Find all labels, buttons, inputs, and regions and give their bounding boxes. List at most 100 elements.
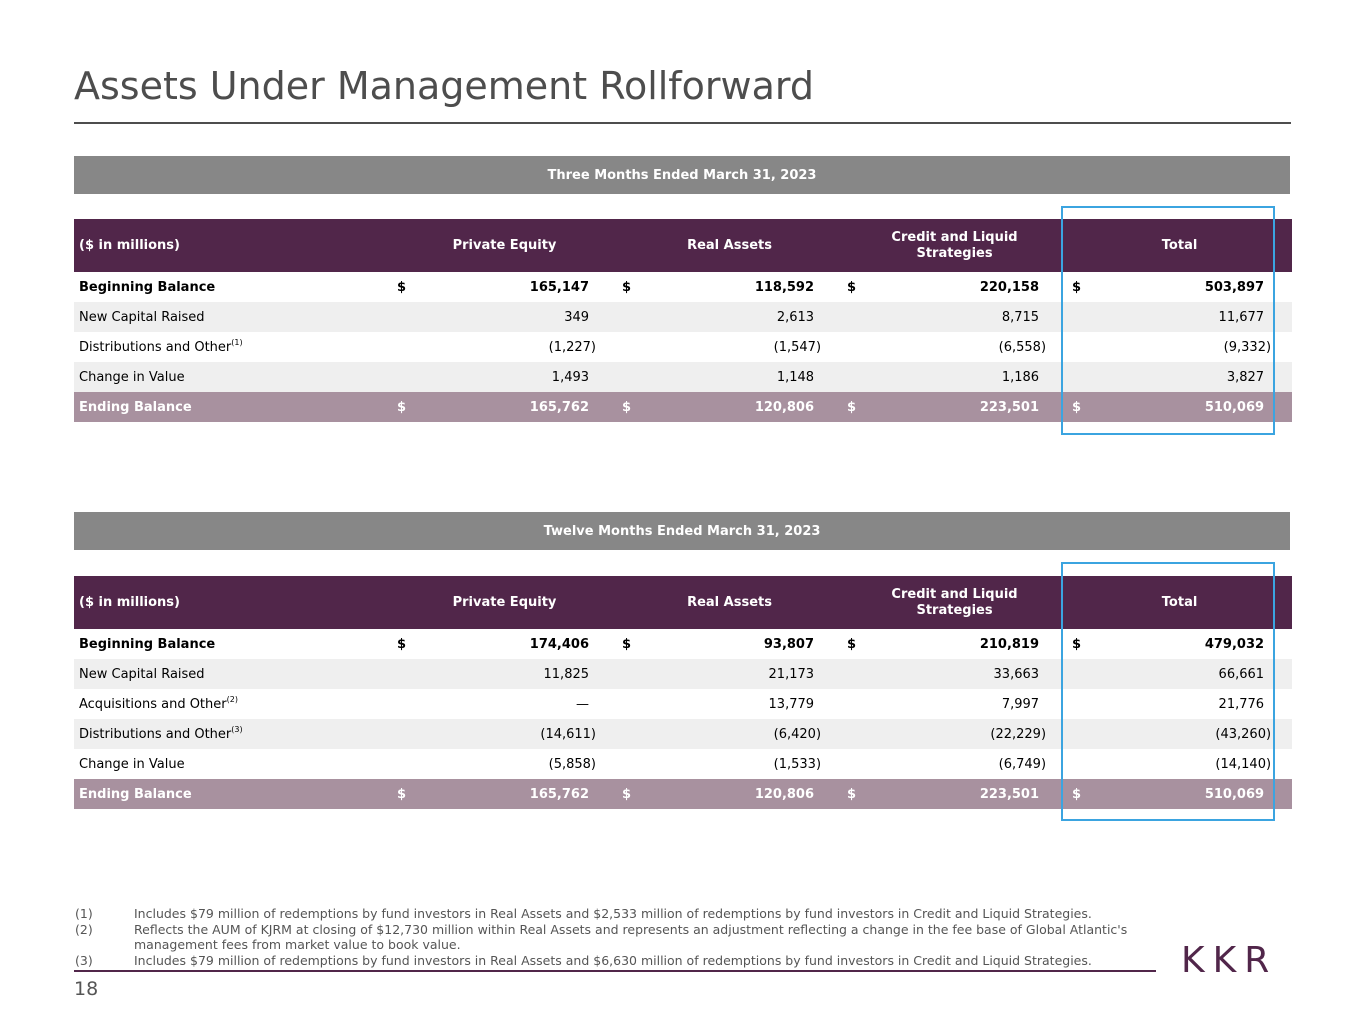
currency-symbol: [392, 659, 417, 689]
currency-symbol: [1067, 332, 1093, 362]
currency-symbol: $: [1067, 629, 1093, 659]
table-row: Change in Value 1,493 1,148 1,186 3,827: [74, 362, 1293, 392]
cell-cls: (6,749): [867, 749, 1068, 779]
row-label: Distributions and Other(1): [74, 332, 392, 362]
currency-symbol: $: [392, 779, 417, 809]
currency-symbol: $: [1067, 272, 1093, 302]
rollforward-table-three-months: ($ in millions) Private Equity Real Asse…: [74, 219, 1293, 422]
column-header-real-assets: Real Assets: [617, 576, 843, 629]
currency-symbol: $: [842, 779, 868, 809]
row-label-text: Beginning Balance: [79, 636, 216, 652]
currency-symbol: [392, 302, 417, 332]
page-number: 18: [74, 978, 99, 1000]
cell-cls: (6,558): [867, 332, 1068, 362]
currency-symbol: [617, 302, 643, 332]
row-label: Beginning Balance: [74, 272, 392, 302]
currency-symbol: $: [617, 629, 643, 659]
cell-cls: 223,501: [867, 392, 1068, 422]
footnote-1: (1) Includes $79 million of redemptions …: [75, 906, 1175, 922]
footnote-text: Reflects the AUM of KJRM at closing of $…: [134, 921, 1128, 953]
column-header-credit: Credit and Liquid Strategies: [842, 576, 1068, 629]
row-label-text: Beginning Balance: [79, 279, 216, 295]
cell-cls: 210,819: [867, 629, 1068, 659]
column-header-units: ($ in millions): [74, 576, 392, 629]
currency-symbol: $: [392, 392, 417, 422]
kkr-logo: KKR: [1181, 940, 1278, 981]
currency-symbol: $: [1067, 779, 1093, 809]
currency-symbol: [842, 302, 868, 332]
cell-cls: (22,229): [867, 719, 1068, 749]
currency-symbol: [842, 719, 868, 749]
table-header-row: ($ in millions) Private Equity Real Asse…: [74, 219, 1293, 272]
cell-ra: 120,806: [642, 392, 843, 422]
currency-symbol: [842, 689, 868, 719]
cell-ra: (1,533): [642, 749, 843, 779]
currency-symbol: $: [392, 629, 417, 659]
footnote-number: (2): [75, 921, 93, 937]
row-label-text: New Capital Raised: [79, 666, 205, 682]
column-header-credit: Credit and Liquid Strategies: [842, 219, 1068, 272]
column-header-private-equity: Private Equity: [392, 219, 618, 272]
cell-pe: 1,493: [417, 362, 618, 392]
currency-symbol: [1067, 689, 1093, 719]
currency-symbol: $: [1067, 392, 1093, 422]
cell-ra: 120,806: [642, 779, 843, 809]
cell-ra: 13,779: [642, 689, 843, 719]
row-label: Ending Balance: [74, 392, 392, 422]
cell-cls: 223,501: [867, 779, 1068, 809]
cell-pe: 165,147: [417, 272, 618, 302]
table-body: Beginning Balance $174,406 $93,807 $210,819…: [74, 629, 1293, 809]
table-row: Beginning Balance $174,406 $93,807 $210,819…: [74, 629, 1293, 659]
row-label: Distributions and Other(3): [74, 719, 392, 749]
cell-total: 510,069: [1092, 392, 1293, 422]
table-row: Distributions and Other(1) (1,227) (1,547)…: [74, 332, 1293, 362]
cell-total: 510,069: [1092, 779, 1293, 809]
currency-symbol: [842, 332, 868, 362]
currency-symbol: $: [842, 392, 868, 422]
cell-pe: 349: [417, 302, 618, 332]
table-row: Acquisitions and Other(2) — 13,779 7,997 21,…: [74, 689, 1293, 719]
currency-symbol: [617, 749, 643, 779]
row-label-text: Change in Value: [79, 756, 185, 772]
currency-symbol: $: [617, 272, 643, 302]
row-label-text: Distributions and Other: [79, 726, 232, 742]
cell-pe: 11,825: [417, 659, 618, 689]
footnote-number: (1): [75, 906, 93, 921]
column-header-total: Total: [1067, 219, 1293, 272]
cell-cls: 220,158: [867, 272, 1068, 302]
row-label: New Capital Raised: [74, 302, 392, 332]
currency-symbol: [1067, 749, 1093, 779]
table-header-row: ($ in millions) Private Equity Real Asse…: [74, 576, 1293, 629]
table-row: Distributions and Other(3) (14,611) (6,420…: [74, 719, 1293, 749]
cell-pe: 165,762: [417, 779, 618, 809]
currency-symbol: [842, 659, 868, 689]
total-column-highlight: [1061, 562, 1275, 821]
row-label-text: Ending Balance: [79, 399, 192, 415]
currency-symbol: [617, 362, 643, 392]
cell-cls: 7,997: [867, 689, 1068, 719]
row-label: Change in Value: [74, 749, 392, 779]
table-row: Beginning Balance $165,147 $118,592 $220,15…: [74, 272, 1293, 302]
table-row: New Capital Raised 11,825 21,173 33,663 66,6…: [74, 659, 1293, 689]
cell-pe: (14,611): [417, 719, 618, 749]
currency-symbol: [392, 719, 417, 749]
row-label: Acquisitions and Other(2): [74, 689, 392, 719]
table-row: Ending Balance $165,762 $120,806 $223,501 $5…: [74, 392, 1293, 422]
cell-total: 66,661: [1092, 659, 1293, 689]
cell-total: 3,827: [1092, 362, 1293, 392]
footnote-marker: (3): [231, 724, 243, 734]
column-header-private-equity: Private Equity: [392, 576, 618, 629]
total-column-highlight: [1061, 206, 1275, 435]
cell-ra: 2,613: [642, 302, 843, 332]
column-header-units: ($ in millions): [74, 219, 392, 272]
cell-ra: 21,173: [642, 659, 843, 689]
footnote-2: (2) Reflects the AUM of KJRM at closing …: [75, 922, 1175, 953]
cell-total: (43,260): [1092, 719, 1293, 749]
table-row: Change in Value (5,858) (1,533) (6,749) (14,…: [74, 749, 1293, 779]
currency-symbol: [617, 659, 643, 689]
row-label: Change in Value: [74, 362, 392, 392]
currency-symbol: [1067, 659, 1093, 689]
rollforward-table-twelve-months: ($ in millions) Private Equity Real Asse…: [74, 576, 1293, 809]
footnote-number: (3): [75, 952, 93, 968]
cell-ra: 1,148: [642, 362, 843, 392]
